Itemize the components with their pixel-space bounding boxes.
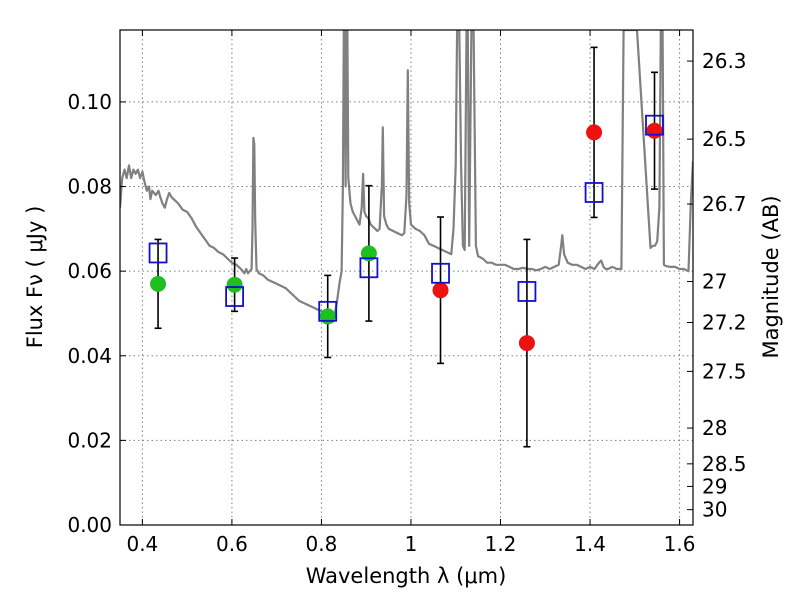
- axes: 0.4 0.6 0.8 1 1.2 1.4 1.6 0.00 0.02 0.04 0.06 0.08 0…: [67, 30, 747, 556]
- model-point-square: [517, 281, 537, 302]
- y-tick-label: 0.08: [67, 175, 112, 199]
- model-spectrum: [120, 30, 693, 323]
- x-axis-label: Wavelength λ (μm): [306, 564, 507, 588]
- right-tick-label: 26.3: [702, 49, 747, 73]
- grid: [120, 30, 693, 526]
- x-tick-label: 0.6: [216, 532, 248, 556]
- data-point-circle: [150, 275, 167, 292]
- data-point-circle: [646, 122, 663, 139]
- data-point-circle: [226, 276, 243, 293]
- model-point-square: [584, 182, 604, 203]
- data-point-circle: [319, 308, 336, 325]
- y-tick-label: 0.06: [67, 259, 112, 283]
- x-tick-label: 1.2: [485, 532, 517, 556]
- model-point-square: [645, 114, 664, 136]
- y-tick-label: 0.04: [67, 344, 112, 368]
- right-tick-label: 27.2: [702, 310, 747, 334]
- right-tick-label: 26.7: [702, 192, 747, 216]
- right-tick-label: 28.5: [702, 452, 747, 476]
- x-tick-label: 1.4: [574, 532, 606, 556]
- x-tick-label: 0.8: [306, 532, 338, 556]
- model-point-square: [431, 262, 450, 284]
- x-tick-label: 0.4: [126, 532, 158, 556]
- right-tick-label: 26.5: [702, 127, 747, 151]
- right-tick-label: 27.5: [702, 359, 747, 383]
- y-axis-label: Flux Fν ( μJy ): [23, 206, 47, 349]
- plot-frame: [119, 29, 694, 526]
- y-tick-label: 0.02: [67, 428, 112, 452]
- right-tick-label: 29: [702, 474, 727, 498]
- y-tick-label: 0.10: [67, 90, 112, 114]
- right-tick-label: 28: [702, 416, 727, 440]
- y-tick-label: 0.00: [67, 513, 112, 537]
- right-tick-label: 30: [702, 498, 727, 522]
- model-point-square: [318, 300, 338, 322]
- data-markers: [148, 114, 664, 352]
- data-point-circle: [586, 124, 603, 141]
- right-tick-label: 27: [702, 270, 727, 294]
- right-axis-label: Magnitude (AB): [759, 195, 783, 358]
- model-point-square: [359, 257, 379, 279]
- x-tick-label: 1.6: [664, 532, 696, 556]
- data-point-circle: [518, 335, 535, 352]
- x-tick-label: 1: [405, 532, 418, 556]
- data-point-circle: [432, 282, 449, 299]
- model-point-square: [148, 242, 168, 264]
- model-point-square: [225, 286, 245, 307]
- spectrum-line: [120, 30, 693, 323]
